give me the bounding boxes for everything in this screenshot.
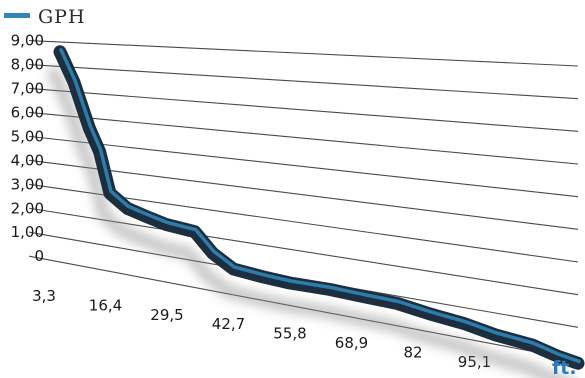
grid-line [29,40,579,67]
series-shadow-path [47,66,573,378]
grid-line [29,135,579,198]
x-tick-label: 42,7 [212,315,245,333]
legend-label: GPH [38,6,86,28]
y-axis-ticks: 9,00 8,00 7,00 6,00 5,00 4,00 3,00 2,00 1,00 0 [11,32,44,266]
y-tick-label: 5,00 [11,127,44,145]
x-tick-label: 29,5 [150,306,183,324]
x-tick-label: 68,9 [335,334,368,352]
y-tick-label: 7,00 [11,79,44,97]
y-tick-label: 9,00 [11,32,44,50]
y-tick-label: 8,00 [11,56,44,74]
grid-line [29,63,579,100]
y-tick-label: 1,00 [11,223,44,241]
x-tick-label: 3,3 [32,287,56,305]
y-tick-label: 3,00 [11,175,44,193]
y-tick-label: 6,00 [11,103,44,121]
y-tick-label: 0 [34,247,44,265]
legend: GPH [4,6,86,28]
grid-line [29,111,579,165]
x-tick-label: 16,4 [89,296,122,314]
y-tick-label: 4,00 [11,151,44,169]
x-tick-label: 55,8 [273,325,306,343]
series-line-highlight [59,48,581,364]
grid-line [29,159,579,230]
x-tick-label: 82 [403,343,422,361]
x-unit-label: ft. [552,357,577,378]
y-tick-label: 2,00 [11,199,44,217]
series-layer [53,45,585,370]
series-shadow [47,66,573,378]
grid-line [29,87,579,132]
legend-swatch [4,13,30,18]
